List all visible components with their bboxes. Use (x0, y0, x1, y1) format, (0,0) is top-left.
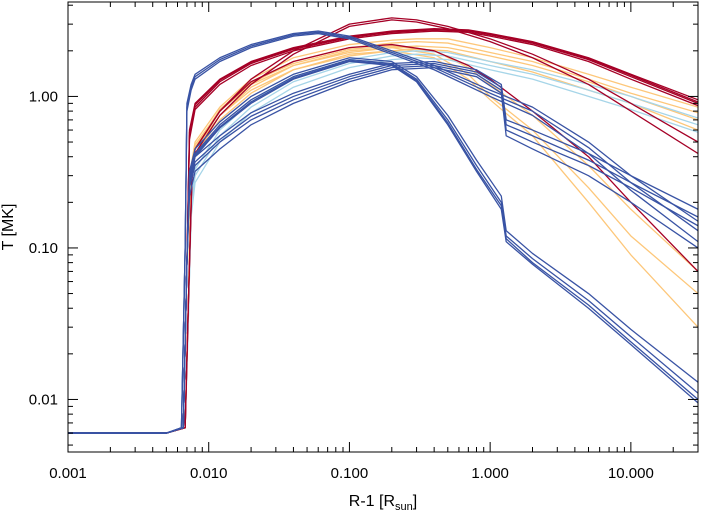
x-tick-label: 0.100 (331, 465, 369, 482)
series-line-dark-red-peak-16 (68, 19, 698, 434)
series-line-dark-blue-steep-27 (68, 57, 698, 434)
series-line-light-orange-steep-5 (68, 46, 698, 434)
series-line-light-blue-8 (68, 53, 698, 434)
y-tick-label: 0.01 (29, 391, 58, 408)
series-line-dark-blue-early-18 (68, 30, 698, 434)
series-line-dark-blue-steep-26 (68, 60, 698, 434)
series-line-light-orange-3 (68, 40, 698, 434)
series-line-dark-red-12 (68, 29, 698, 434)
y-tick-label: 1.00 (29, 88, 58, 105)
series-line-light-orange-steep-7 (68, 45, 698, 434)
x-tick-label: 0.001 (49, 465, 87, 482)
series-line-dark-blue-22 (68, 66, 698, 434)
series-line-dark-red-steep-17 (68, 43, 698, 434)
plot-frame (67, 1, 699, 453)
series-line-light-orange-2 (68, 45, 698, 434)
series-line-dark-red-14 (68, 30, 698, 434)
series-line-light-orange-steep-6 (68, 50, 698, 434)
y-axis-title: T [MK] (0, 204, 17, 251)
x-axis-title: R-1 [Rsun] (349, 493, 417, 513)
series-line-dark-red-peak-15 (68, 17, 698, 434)
y-tick-label: 0.10 (29, 240, 58, 257)
series-layer (68, 17, 698, 434)
series-line-dark-red-13 (68, 28, 698, 434)
series-line-light-blue-9 (68, 50, 698, 434)
series-line-dark-blue-steep-25 (68, 58, 698, 434)
x-tick-label: 10.000 (608, 465, 654, 482)
series-line-dark-blue-early-20 (68, 31, 698, 434)
series-line-dark-blue-steep-28 (68, 60, 698, 434)
series-line-dark-blue-23 (68, 60, 698, 434)
tick-layer: 0.001 0.010 0.100 1.000 10.000 0.01 0.10 1.00 (29, 2, 699, 482)
x-tick-label: 0.010 (190, 465, 228, 482)
series-line-light-blue-10 (68, 57, 698, 434)
series-line-light-orange-1 (68, 38, 698, 434)
series-line-dark-blue-21 (68, 64, 698, 434)
x-tick-label: 1.000 (471, 465, 509, 482)
series-line-dark-blue-24 (68, 62, 698, 434)
series-line-light-orange-4 (68, 48, 698, 434)
